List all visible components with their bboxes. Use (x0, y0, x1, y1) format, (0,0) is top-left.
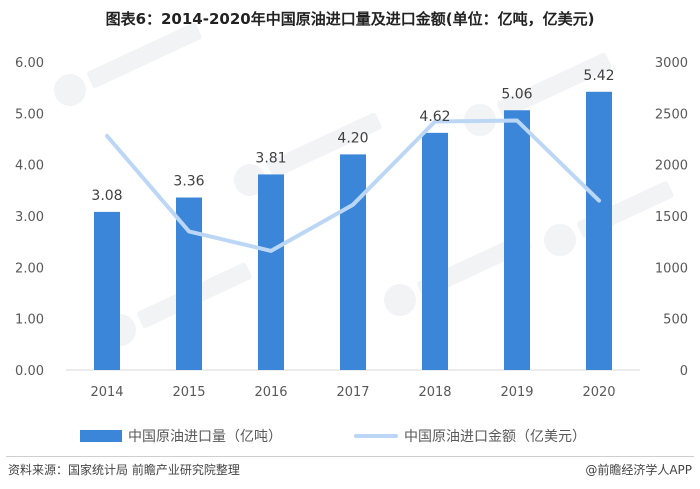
left-axis-tick-label: 6.00 (15, 56, 44, 71)
chart-title: 图表6：2014-2020年中国原油进口量及进口金额(单位：亿吨，亿美元) (105, 10, 595, 28)
x-axis-tick-label: 2019 (500, 385, 533, 400)
legend-line-swatch (354, 434, 398, 438)
right-axis-tick-label: 0 (680, 364, 688, 379)
bar (176, 197, 202, 370)
legend-item-value: 中国原油进口金额（亿美元） (354, 426, 586, 446)
bar (258, 174, 284, 370)
right-axis-tick-label: 1500 (655, 210, 688, 225)
line-series (105, 118, 601, 253)
footer-divider (6, 456, 694, 457)
series-line (105, 118, 601, 253)
right-y-axis: 0 500 1000 1500 2000 2500 3000 (655, 56, 688, 379)
right-axis-tick-label: 1000 (655, 261, 688, 276)
x-axis-ticks: 2014 2015 2016 2017 2018 2019 2020 (90, 385, 615, 400)
watermark-logo (54, 22, 202, 106)
right-axis-tick-label: 500 (663, 313, 688, 328)
watermark-mark (54, 74, 86, 106)
bar-series (94, 91, 612, 371)
bar-data-label: 3.08 (91, 188, 122, 204)
x-axis-tick-label: 2014 (90, 385, 123, 400)
bar (422, 132, 448, 370)
legend-label-volume: 中国原油进口量（亿吨） (128, 429, 282, 445)
bar-data-label: 4.20 (337, 130, 368, 146)
bar-data-label: 3.81 (255, 150, 286, 166)
left-axis-tick-label: 4.00 (15, 159, 44, 174)
right-axis-tick-label: 2000 (655, 159, 688, 174)
left-axis-tick-label: 3.00 (15, 210, 44, 225)
bar (586, 91, 612, 371)
legend-label-value: 中国原油进口金额（亿美元） (404, 429, 586, 445)
legend: 中国原油进口量（亿吨） 中国原油进口金额（亿美元） (0, 426, 700, 446)
bar (504, 110, 530, 371)
x-axis-tick-label: 2017 (336, 385, 369, 400)
x-axis-tick-label: 2016 (254, 385, 287, 400)
bar-data-label: 5.42 (583, 68, 614, 84)
right-axis-tick-label: 2500 (655, 107, 688, 122)
watermark-mark (384, 284, 416, 316)
bar-data-label: 3.36 (173, 174, 204, 190)
right-axis-tick-label: 3000 (655, 56, 688, 71)
watermark-mark (544, 224, 576, 256)
x-axis-tick-label: 2015 (172, 385, 205, 400)
bar (340, 154, 366, 370)
watermark-band (497, 52, 612, 118)
left-axis-tick-label: 0.00 (15, 364, 44, 379)
legend-item-volume: 中国原油进口量（亿吨） (80, 426, 282, 446)
bar-data-label: 4.62 (419, 109, 450, 125)
left-axis-tick-label: 5.00 (15, 107, 44, 122)
credit-note: @前瞻经济学人APP (585, 463, 692, 477)
watermark-band (267, 112, 382, 178)
bar (94, 211, 120, 370)
bar-data-labels: 3.08 3.36 3.81 4.20 4.62 5.06 5.42 (91, 68, 614, 204)
source-note: 资料来源：国家统计局 前瞻产业研究院整理 (8, 463, 240, 477)
legend-bar-swatch (80, 430, 122, 442)
left-y-axis: 0.00 1.00 2.00 3.00 4.00 5.00 6.00 (15, 56, 44, 379)
watermark-band (87, 22, 202, 88)
left-axis-tick-label: 2.00 (15, 261, 44, 276)
x-axis-tick-label: 2020 (582, 385, 615, 400)
bar-data-label: 5.06 (501, 86, 532, 102)
left-axis-tick-label: 1.00 (15, 313, 44, 328)
x-axis-tick-label: 2018 (418, 385, 451, 400)
